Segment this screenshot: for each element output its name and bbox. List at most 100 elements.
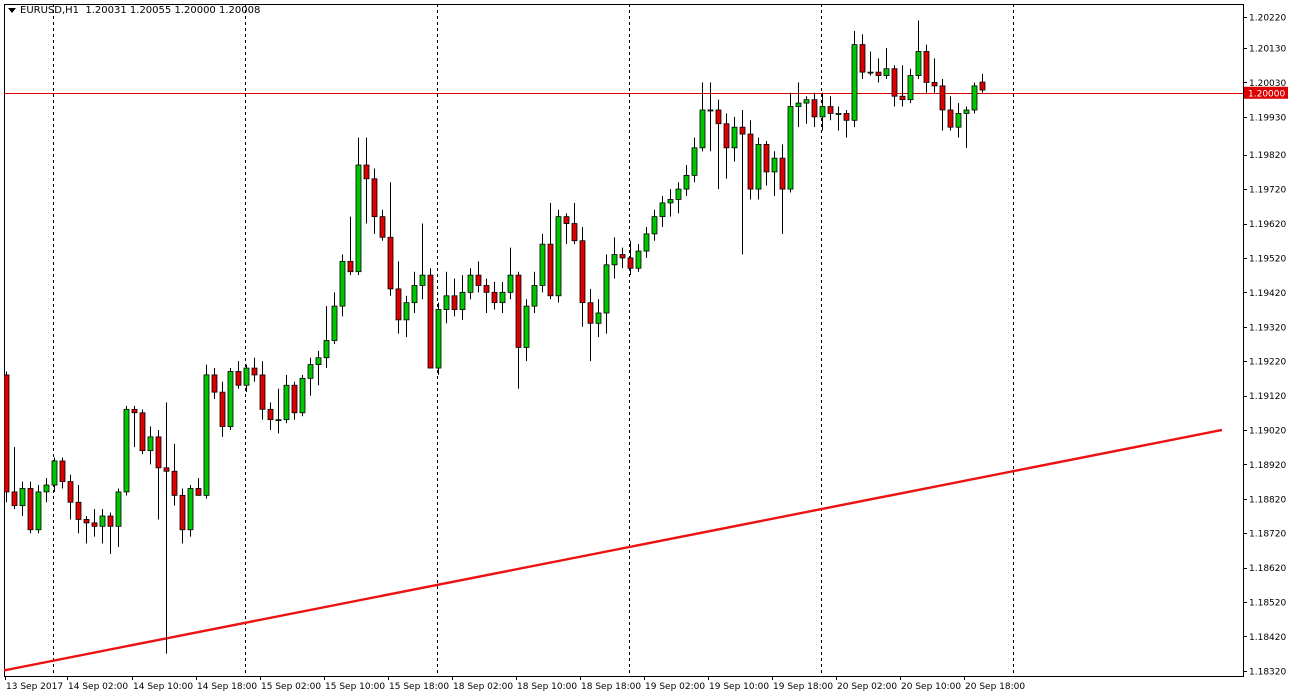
candle [539, 233, 546, 293]
candle [587, 288, 594, 362]
candle-body-bear [515, 274, 522, 348]
candle [19, 481, 26, 516]
candle [355, 137, 362, 276]
candle-body-bull [667, 199, 674, 204]
candle [179, 488, 186, 544]
candle [347, 216, 354, 276]
candle-body-bear [219, 391, 226, 427]
candle [523, 299, 530, 362]
candle-body-bear [235, 371, 242, 386]
trendline[interactable] [2, 428, 1223, 672]
candle [155, 429, 162, 520]
candle [787, 92, 794, 193]
x-tick-label: 20 Sep 02:00 [837, 682, 897, 692]
y-tick-label: 1.19930 [1249, 113, 1286, 123]
candle-body-bull [411, 285, 418, 304]
candle-body-bull [971, 85, 978, 111]
candle-body-bull [299, 377, 306, 414]
candle [875, 58, 882, 83]
candle-body-bull [835, 113, 842, 115]
candle-body-bear [163, 467, 170, 472]
candle [851, 30, 858, 128]
candle [291, 381, 298, 420]
candle-body-bear [619, 254, 626, 259]
candle-body-bear [811, 99, 818, 118]
candle [515, 271, 522, 389]
candle-body-bear [931, 82, 938, 87]
candle [139, 409, 146, 455]
candle-body-bull [323, 340, 330, 359]
candle [675, 182, 682, 214]
candle [595, 299, 602, 338]
candle-body-bear [211, 374, 218, 393]
candle-body-bull [683, 174, 690, 190]
candle-body-bear [347, 260, 354, 273]
y-tick-label: 1.18820 [1249, 495, 1286, 505]
candle [27, 481, 34, 534]
candle [387, 182, 394, 296]
candle-body-bear [739, 126, 746, 135]
candle-body-bear [139, 412, 146, 452]
candle-body-bull [699, 109, 706, 149]
candle [395, 261, 402, 334]
candle [643, 226, 650, 258]
candle-body-bear [875, 71, 882, 76]
candle [659, 196, 666, 227]
candle-body-bull [331, 305, 338, 341]
candle-body-bear [107, 515, 114, 527]
candle [115, 488, 122, 547]
candle [195, 478, 202, 496]
x-tick-label: 19 Sep 02:00 [645, 682, 705, 692]
y-tick-label: 1.18720 [1249, 530, 1286, 540]
current-price-tag [1244, 86, 1288, 99]
candle [819, 92, 826, 131]
y-tick-label: 1.19420 [1249, 289, 1286, 299]
candle [107, 512, 114, 554]
x-tick-label: 18 Sep 18:00 [581, 682, 641, 692]
candle-body-bear [723, 123, 730, 149]
candle-body-bull [275, 419, 282, 422]
x-tick-label: 19 Sep 18:00 [773, 682, 833, 692]
candle [267, 402, 274, 430]
candle [163, 402, 170, 654]
candle [467, 268, 474, 300]
x-tick-label: 18 Sep 02:00 [453, 682, 513, 692]
candle-body-bull [283, 384, 290, 421]
candle-body-bull [675, 188, 682, 200]
candle-body-bull [115, 491, 122, 527]
chevron-down-icon[interactable] [8, 7, 16, 13]
y-tick-label: 1.20220 [1249, 14, 1286, 24]
candle-body-bull [659, 202, 666, 218]
candle [235, 361, 242, 389]
candle [475, 261, 482, 293]
candle-body-bull [499, 291, 506, 304]
candle-body-bull [467, 274, 474, 293]
y-tick-label: 1.18620 [1249, 564, 1286, 574]
candle [299, 374, 306, 417]
candle-body-bear [395, 288, 402, 321]
candle [363, 137, 370, 224]
candle-body-bear [371, 178, 378, 218]
candle-body-bear [131, 408, 138, 414]
candle [403, 295, 410, 338]
candle-body-bear [779, 157, 786, 190]
candle-body-bull [915, 51, 922, 76]
candle-body-bull [51, 460, 58, 486]
candle-body-bear [939, 85, 946, 111]
candle-body-bear [843, 113, 850, 121]
candle [187, 485, 194, 537]
candle [283, 374, 290, 424]
candle-body-bear [563, 216, 570, 224]
chart-header[interactable]: EURUSD,H1 1.20031 1.20055 1.20000 1.2000… [8, 5, 260, 16]
candle [371, 168, 378, 234]
candle-body-bull [755, 143, 762, 190]
candle [571, 202, 578, 245]
candle-body-bear [547, 243, 554, 297]
ohlc-readout: 1.20031 1.20055 1.20000 1.20008 [85, 5, 261, 16]
candle [459, 275, 466, 320]
candle [635, 244, 642, 272]
candle [795, 82, 802, 128]
candle [915, 20, 922, 80]
candle-body-bull [555, 216, 562, 297]
